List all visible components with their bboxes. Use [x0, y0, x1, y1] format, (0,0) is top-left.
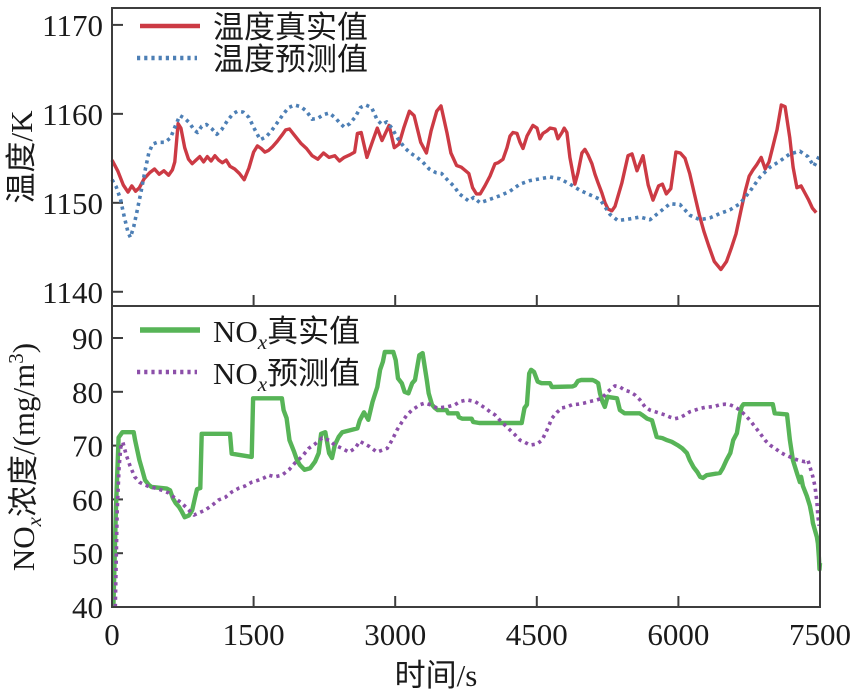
nox-ylabel-close-paren: ) — [6, 343, 41, 353]
y-tick-label: 50 — [72, 536, 103, 571]
top-legend: 温度真实值 温度预测值 — [137, 10, 368, 77]
legend-nox-pred-prefix: NO — [213, 356, 258, 391]
x-tick-label: 6000 — [647, 617, 709, 652]
series-line-0-0 — [110, 103, 818, 272]
bottom-legend: NOx真实值 NOx预测值 — [137, 314, 360, 396]
y-tick-label: 70 — [72, 429, 103, 464]
y-tick-label: 60 — [72, 482, 103, 517]
legend-nox-real-subscript: x — [257, 330, 268, 354]
x-tick-label: 0 — [104, 617, 120, 652]
y-tick-label: 90 — [72, 321, 103, 356]
legend-nox-pred-subscript: x — [257, 372, 268, 396]
legend-label-temp-pred: 温度预测值 — [213, 42, 368, 77]
x-tick-label: 4500 — [506, 617, 568, 652]
nox-ylabel-subscript: x — [22, 516, 46, 527]
legend-label-nox-real: NOx真实值 — [213, 314, 360, 354]
legend-nox-real-prefix: NO — [213, 314, 258, 349]
top-panel-plot: 1170 1160 1150 1140 — [42, 8, 822, 310]
y-tick-label: 40 — [72, 590, 103, 625]
y-tick-label: 80 — [72, 375, 103, 410]
series-line-0-1 — [110, 103, 822, 240]
x-axis-label-time: 时间/s — [395, 658, 478, 693]
legend-label-temp-real: 温度真实值 — [213, 10, 368, 45]
y-tick-label: 1160 — [42, 97, 103, 132]
y-tick-label: 1140 — [42, 275, 103, 310]
y-axis-label-nox: NOx浓度/(mg/m3) — [4, 343, 46, 571]
legend-nox-real-rest: 真实值 — [267, 314, 360, 349]
nox-ylabel-mid: 浓度/(mg/m — [6, 364, 41, 517]
series-line-1-0 — [111, 349, 823, 608]
x-tick-label: 3000 — [364, 617, 426, 652]
y-tick-label: 1150 — [42, 186, 103, 221]
y-tick-label: 1170 — [42, 8, 103, 43]
x-tick-label: 1500 — [223, 617, 285, 652]
y-axis-label-temperature: 温度/K — [4, 110, 39, 204]
legend-nox-pred-rest: 预测值 — [267, 356, 360, 391]
bottom-panel-plot: 90 80 70 60 50 400 1500 3000 4500 6000 7500 — [72, 321, 851, 652]
series-line-1-1 — [113, 384, 821, 608]
x-tick-label: 7500 — [789, 617, 851, 652]
nox-ylabel-prefix: NO — [6, 526, 41, 571]
nox-ylabel-superscript: 3 — [4, 353, 28, 364]
legend-label-nox-pred: NOx预测值 — [213, 356, 360, 396]
bottom-panel-frame — [111, 305, 821, 608]
